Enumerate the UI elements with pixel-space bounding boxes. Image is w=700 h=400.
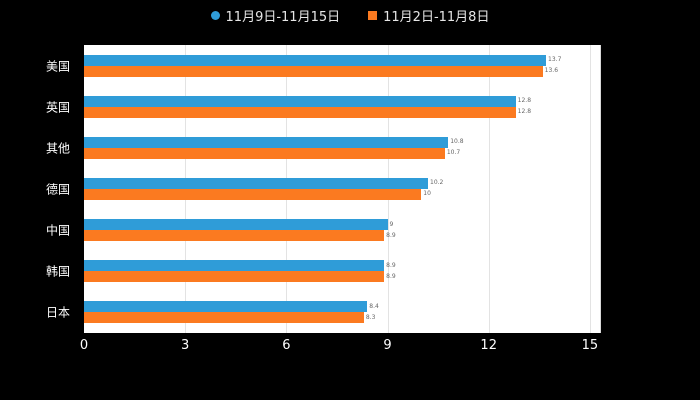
bar-group-1: 13.7 13.6 [84,45,600,86]
bar-series1-韩国 [84,260,385,272]
y-axis-label-日本: 日本 [45,305,70,320]
bar-line: 13.7 [84,54,600,66]
bar-value-label: 10.8 [450,138,464,146]
bar-series2-日本 [84,312,364,324]
bar-line: 12.8 [84,106,600,118]
x-axis-label-12: 12 [480,338,497,353]
bar-value-label: 10 [423,190,431,198]
bar-line: 10.7 [84,147,600,159]
bar-line: 10.2 [84,177,600,189]
bar-group-6: 8.9 8.9 [84,251,600,292]
bar-value-label: 13.7 [548,56,562,64]
bar-value-label: 12.8 [517,108,532,116]
bar-group-5: 9 8.9 [84,210,600,251]
bar-line: 10.8 [84,136,600,148]
bar-series2-其他 [84,147,445,159]
bar-value-label: 8.9 [386,231,396,239]
bar-value-label: 8.9 [386,272,396,280]
y-axis-label-德国: 德国 [45,182,70,197]
x-axis-label-9: 9 [383,338,392,353]
bar-line: 8.3 [84,312,600,324]
bar-line: 8.9 [84,271,600,283]
bar-line: 12.8 [84,95,600,107]
y-axis-label-韩国: 韩国 [45,264,70,279]
bar-series1-德国 [84,177,428,189]
bar-group-3: 10.8 10.7 [84,127,600,168]
x-axis-label-15: 15 [581,338,599,353]
bar-series1-其他 [84,136,449,148]
bar-value-label: 8.4 [369,302,379,310]
y-axis: 美国英国其他德国中国韩国日本 [0,45,78,333]
y-axis-label-美国: 美国 [45,59,70,74]
y-axis-label-其他: 其他 [45,141,70,156]
bar-series1-中国 [84,219,388,231]
bar-line: 8.9 [84,230,600,242]
legend-item-series1[interactable]: 11月9日-11月15日 [210,6,341,25]
plot-area: 13.7 13.6 12.8 12.8 10.8 10.7 10.2 10 9 8.9 8.9 8.9… [84,45,601,333]
x-axis: 0 3 6 9 12 15 [80,338,600,356]
square-icon [368,11,378,20]
bar-value-label: 13.6 [544,67,559,75]
gridline [488,45,490,333]
x-axis-label-6: 6 [282,338,291,353]
x-axis-label-0: 0 [79,338,89,353]
bar-group-7: 8.4 8.3 [84,292,600,333]
bar-series2-美国 [84,65,543,77]
bar-groups: 13.7 13.6 12.8 12.8 10.8 10.7 10.2 10 9 8.9 8.9 8.9… [84,45,600,333]
y-axis-label-英国: 英国 [45,100,70,115]
bar-value-label: 8.9 [386,261,396,269]
bar-value-label: 12.8 [517,97,532,105]
legend-label: 11月2日-11月8日 [383,10,490,25]
bar-line: 8.4 [84,301,600,313]
chart-legend: 11月9日-11月15日 11月2日-11月8日 [0,6,700,25]
bar-line: 10 [84,188,600,200]
bar-series2-英国 [84,106,516,118]
bar-series1-美国 [84,54,547,66]
legend-label: 11月9日-11月15日 [225,10,341,25]
bar-group-2: 12.8 12.8 [84,86,600,127]
circle-icon [210,11,220,20]
bar-series1-日本 [84,301,368,313]
bar-series2-韩国 [84,271,385,283]
bar-value-label: 8.3 [365,313,376,321]
bar-line: 8.9 [84,260,600,272]
bar-line: 13.6 [84,65,600,77]
bar-value-label: 10.7 [446,149,461,157]
y-axis-label-中国: 中国 [45,223,70,238]
bar-series2-中国 [84,230,385,242]
bar-series2-德国 [84,188,422,200]
x-axis-label-3: 3 [181,338,190,353]
bar-value-label: 10.2 [430,179,444,187]
bar-series1-英国 [84,95,516,107]
bar-group-4: 10.2 10 [84,168,600,209]
gridline [589,45,591,333]
legend-item-series2[interactable]: 11月2日-11月8日 [368,6,489,25]
bar-line: 9 [84,219,600,231]
bar-value-label: 9 [389,220,394,228]
